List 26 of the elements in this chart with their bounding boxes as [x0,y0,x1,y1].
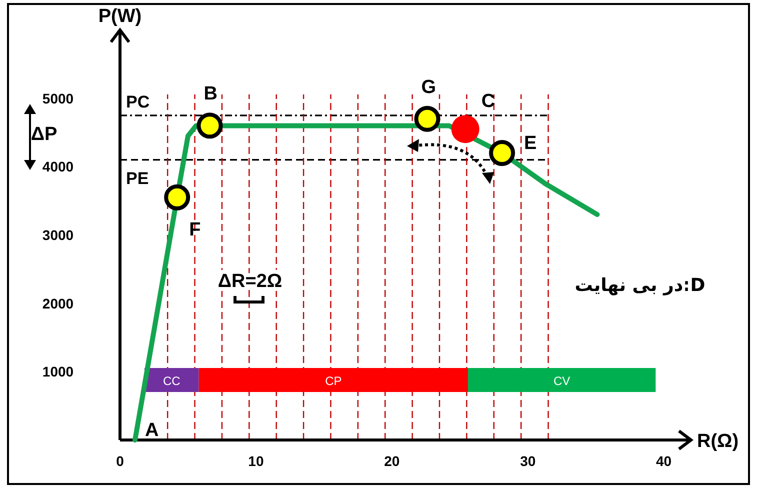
x-axis-title: R(Ω) [697,431,739,452]
band-label: CP [325,374,342,388]
x-tick-label: 40 [656,453,672,469]
x-tick-label: 30 [520,453,536,469]
band-label: CV [554,374,570,388]
x-tick-label: 0 [116,453,124,469]
annotation: A [144,420,159,441]
y-tick-label: 2000 [42,295,74,312]
x-tick-label: 20 [384,453,400,469]
annotation: F [189,219,201,240]
annotation: B [204,84,218,105]
y-tick-label: 4000 [42,158,74,175]
y-tick-label: 5000 [42,90,74,106]
annotation: C [481,91,496,112]
annotation: ΔR=2Ω [218,271,282,292]
band-label: CC [162,374,181,388]
ref-line-label: PE [126,168,149,188]
y-axis-title: P(W) [98,6,142,27]
annotation: G [421,76,436,98]
annotation: E [524,133,537,154]
ref-line-label: PC [126,92,150,112]
y-tick-label: 1000 [42,364,74,380]
text: ΔP [30,124,58,145]
y-tick-label: 3000 [42,227,74,243]
x-tick-label: 10 [248,453,264,469]
annotation: D:در بی نهایت [574,275,706,296]
